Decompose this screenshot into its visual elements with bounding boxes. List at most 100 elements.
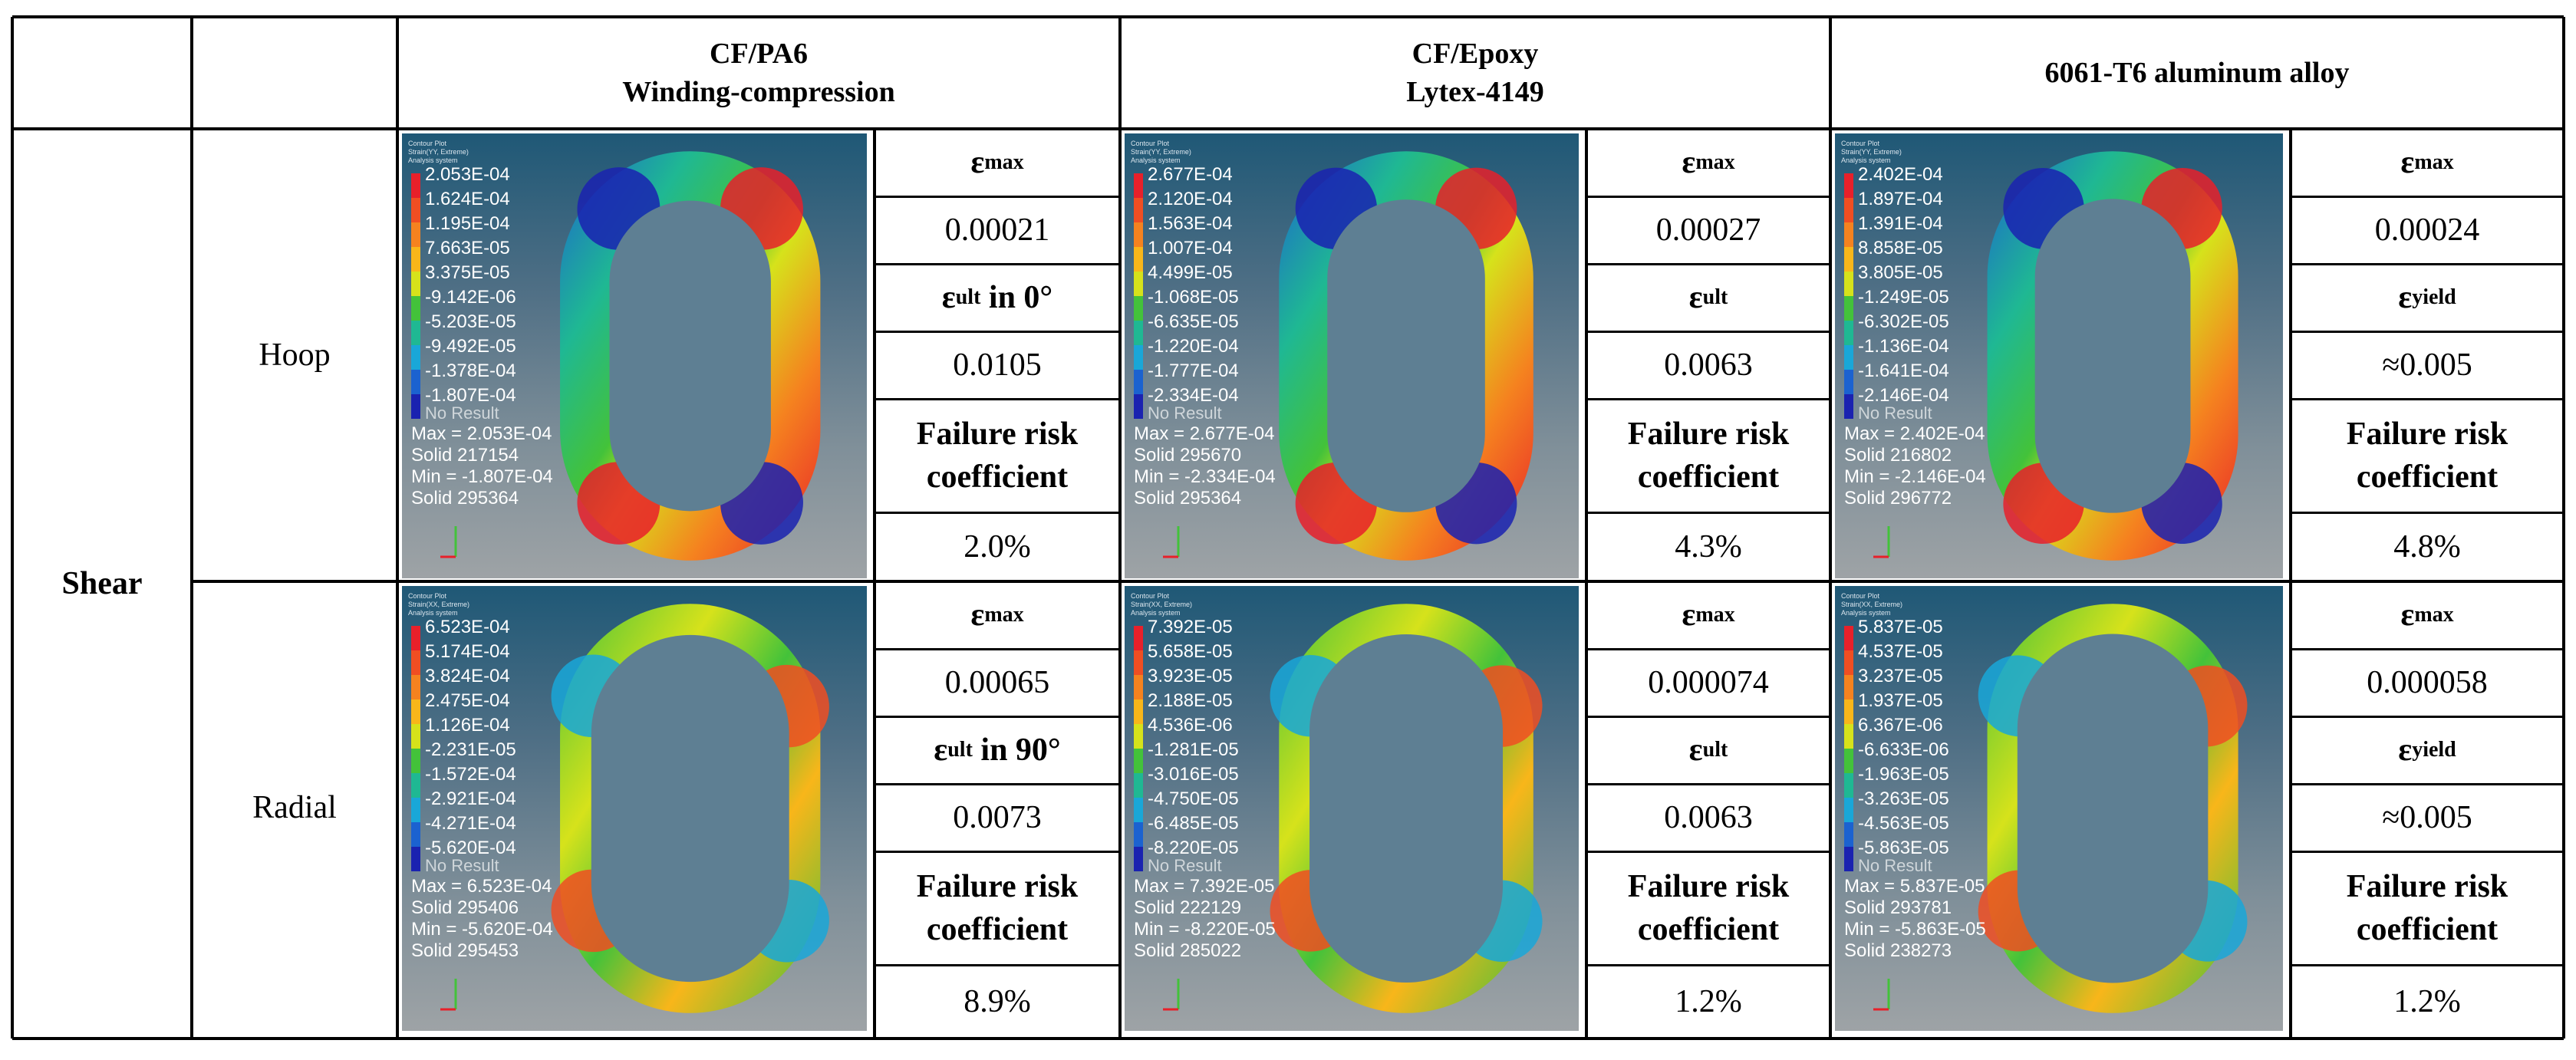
scale-tick-label: -2.921E-04: [425, 788, 516, 809]
fea-contour-plot: Contour Plot Strain(XX, Extreme) Analysis …: [1125, 586, 1579, 1031]
contour-ring-shape: [1873, 151, 2238, 561]
color-scale-swatch: [1844, 345, 1853, 370]
color-scale-swatch: [411, 321, 420, 345]
plot-title-line: Contour Plot: [1131, 140, 1170, 147]
header-material1: CF/PA6 Winding-compression: [397, 17, 1120, 129]
table-rule: [1586, 331, 1830, 333]
epsilon-subscript: yield: [2412, 285, 2456, 309]
row-label: Hoop: [259, 337, 331, 373]
color-scale-swatch: [1134, 847, 1143, 871]
scale-ticks: 2.402E-04 1.897E-04 1.391E-04 8.858E-05 3.80…: [1858, 163, 1949, 408]
risk-label-line: coefficient: [1637, 459, 1780, 495]
plot-title-line: Strain(YY, Extreme): [408, 148, 469, 156]
plot-title: Contour Plot Strain(XX, Extreme) Analysis …: [408, 592, 469, 617]
color-scale-swatch: [1844, 321, 1853, 345]
table-rule: [2291, 398, 2564, 400]
strain-limit-label: ε ult in 90°: [875, 716, 1120, 784]
color-scale-swatch: [411, 173, 420, 198]
plot-title-line: Strain(XX, Extreme): [1131, 601, 1193, 608]
color-scale-swatch: [1134, 321, 1143, 345]
scale-tick-label: 1.391E-04: [1858, 213, 1943, 234]
plot-stat-line: Min = -1.807E-04: [411, 466, 553, 487]
color-scale-swatch: [1134, 394, 1143, 419]
scale-tick-label: -4.271E-04: [425, 813, 516, 834]
scale-tick-label: 3.237E-05: [1858, 666, 1943, 686]
fea-contour-plot: Contour Plot Strain(XX, Extreme) Analysis …: [402, 586, 867, 1031]
table-rule: [1586, 263, 1830, 265]
row-label: Radial: [252, 790, 337, 825]
color-scale-swatch: [411, 626, 420, 650]
color-scale-swatch: [1134, 822, 1143, 847]
strain-limit-value: ≈0.005: [2382, 800, 2472, 835]
fea-contour-plot: Contour Plot Strain(YY, Extreme) Analysis …: [1835, 133, 2283, 578]
scale-tick-label: -1.136E-04: [1858, 336, 1949, 357]
plot-stat-line: Min = -5.620E-04: [411, 919, 553, 940]
epsilon-subscript: max: [1695, 150, 1735, 174]
scale-ticks: 2.677E-04 2.120E-04 1.563E-04 1.007E-04 4.49…: [1148, 163, 1239, 408]
failure-risk-value: 2.0%: [964, 529, 1031, 565]
scale-tick-label: -4.750E-05: [1148, 788, 1239, 809]
plot-stats: Max = 7.392E-05 Solid 222129 Min = -8.220E…: [1134, 876, 1276, 962]
plot-stat-line: Solid 222129: [1134, 897, 1242, 918]
table-rule: [1586, 196, 1830, 198]
color-scale-swatch: [1134, 700, 1143, 724]
plot-stat-line: Solid 295453: [411, 940, 519, 961]
color-scale-swatch: [1844, 198, 1853, 222]
epsilon-symbol: ε: [1682, 597, 1696, 633]
epsilon-subscript: yield: [2412, 738, 2456, 762]
table-rule: [12, 15, 2564, 18]
plot-stat-line: Solid 285022: [1134, 940, 1242, 961]
no-result-label: No Result: [425, 856, 499, 875]
scale-tick-label: -1.963E-05: [1858, 764, 1949, 785]
risk-label-line: coefficient: [926, 459, 1069, 495]
color-scale-swatch: [411, 272, 420, 296]
plot-title-line: Analysis system: [1131, 609, 1181, 617]
color-scale-swatch: [1134, 749, 1143, 773]
table-rule: [1586, 648, 1830, 650]
axis-triad-icon: [1873, 979, 1890, 1011]
table-rule: [2291, 783, 2564, 785]
plot-stat-line: Min = -2.146E-04: [1844, 466, 1986, 487]
plot-stat-line: Max = 7.392E-05: [1134, 876, 1275, 897]
strain-max-label: ε max: [875, 129, 1120, 196]
color-scale-swatch: [1134, 296, 1143, 321]
color-scale-swatch: [411, 724, 420, 749]
scale-tick-label: 5.174E-04: [425, 641, 510, 662]
table-rule: [2562, 17, 2565, 1039]
no-result-label: No Result: [1148, 403, 1222, 423]
plot-stat-line: Solid 216802: [1844, 445, 1952, 466]
scale-tick-label: -5.863E-05: [1858, 838, 1949, 858]
plot-title-line: Contour Plot: [1841, 592, 1880, 600]
scale-tick-label: 3.923E-05: [1148, 666, 1233, 686]
table-rule: [1829, 17, 1832, 1039]
scale-tick-label: 1.126E-04: [425, 715, 510, 736]
scale-tick-label: -8.220E-05: [1148, 838, 1239, 858]
scale-tick-label: 4.499E-05: [1148, 262, 1233, 283]
plot-stat-line: Max = 5.837E-05: [1844, 876, 1985, 897]
color-scale-swatch: [411, 798, 420, 822]
epsilon-subscript: ult: [955, 285, 981, 309]
table-rule: [2291, 648, 2564, 650]
table-rule: [12, 1037, 2564, 1040]
table-rule: [2291, 196, 2564, 198]
scale-tick-label: -2.231E-05: [425, 739, 516, 760]
color-scale-swatch: [1134, 173, 1143, 198]
color-scale-swatch: [411, 822, 420, 847]
header-line: Winding-compression: [622, 76, 895, 108]
table-rule: [2291, 512, 2564, 514]
plot-stat-line: Max = 2.402E-04: [1844, 423, 1985, 444]
color-scale-swatch: [1844, 798, 1853, 822]
scale-tick-label: 4.537E-05: [1858, 641, 1943, 662]
strain-limit-value: 0.0063: [1664, 347, 1753, 383]
fea-contour-plot: Contour Plot Strain(YY, Extreme) Analysis …: [402, 133, 867, 578]
scale-tick-label: 5.837E-05: [1858, 617, 1943, 637]
scale-tick-label: 1.937E-05: [1858, 690, 1943, 711]
color-scale-swatch: [1134, 650, 1143, 675]
strain-limit-value: ≈0.005: [2382, 347, 2472, 383]
no-result-label: No Result: [1148, 856, 1222, 875]
failure-risk-label: Failure risk coefficient: [2291, 851, 2564, 965]
table-rule: [875, 851, 1120, 853]
table-rule: [1586, 964, 1830, 966]
color-scale-swatch: [1844, 847, 1853, 871]
